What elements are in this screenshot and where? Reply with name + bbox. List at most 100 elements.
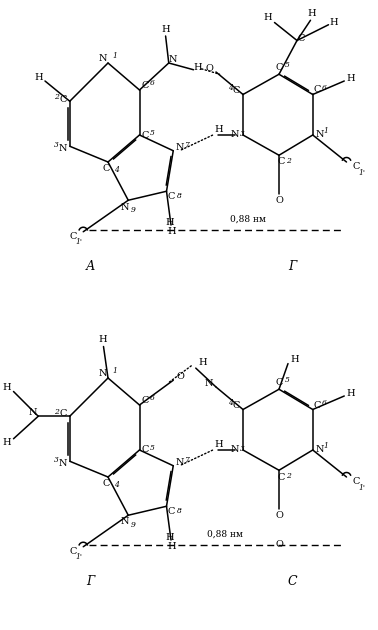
Text: 9: 9 <box>131 521 136 529</box>
Text: 3: 3 <box>54 456 59 464</box>
Text: H: H <box>263 13 272 23</box>
Text: C: C <box>275 378 283 387</box>
Text: 2: 2 <box>54 408 59 416</box>
Text: C: C <box>167 192 175 201</box>
Text: 1: 1 <box>112 52 117 60</box>
Text: 7: 7 <box>184 141 189 149</box>
Text: N: N <box>315 130 324 139</box>
Text: А: А <box>85 260 95 273</box>
Text: C: C <box>298 34 305 43</box>
Text: O: O <box>176 372 184 381</box>
Text: С: С <box>288 575 297 588</box>
Text: H: H <box>198 358 207 367</box>
Text: 6: 6 <box>150 394 155 402</box>
Text: 5: 5 <box>150 129 155 137</box>
Text: 9: 9 <box>131 206 136 214</box>
Text: C: C <box>277 158 285 166</box>
Text: 1: 1 <box>112 367 117 375</box>
Text: 1': 1' <box>358 484 365 491</box>
Text: C: C <box>102 164 110 173</box>
Text: H: H <box>215 125 223 134</box>
Text: 8: 8 <box>177 507 181 515</box>
Text: 0,88 нм: 0,88 нм <box>207 529 243 539</box>
Text: N: N <box>205 379 214 388</box>
Text: H: H <box>34 73 43 82</box>
Text: H: H <box>330 18 338 27</box>
Text: H: H <box>166 218 174 227</box>
Text: 5: 5 <box>285 376 290 384</box>
Text: H: H <box>167 227 176 236</box>
Text: N: N <box>231 445 239 454</box>
Text: C: C <box>232 86 240 95</box>
Text: C: C <box>59 94 67 103</box>
Text: C: C <box>70 547 77 556</box>
Text: N: N <box>121 202 129 212</box>
Text: C: C <box>70 232 77 241</box>
Text: C: C <box>141 130 149 139</box>
Text: C: C <box>141 396 149 405</box>
Text: 3: 3 <box>54 141 59 149</box>
Text: N: N <box>121 517 129 527</box>
Text: H: H <box>194 63 202 72</box>
Text: C: C <box>314 86 321 94</box>
Text: 1: 1 <box>324 127 329 135</box>
Text: H: H <box>347 74 355 83</box>
Text: 8: 8 <box>177 192 181 200</box>
Text: 4: 4 <box>114 481 119 489</box>
Text: H: H <box>167 542 176 551</box>
Text: O: O <box>205 64 213 73</box>
Text: H: H <box>2 438 11 447</box>
Text: C: C <box>141 81 149 90</box>
Text: 1': 1' <box>358 169 365 176</box>
Text: Г: Г <box>86 575 94 588</box>
Text: 1': 1' <box>75 238 82 246</box>
Text: 2: 2 <box>54 93 59 101</box>
Text: 6: 6 <box>322 84 327 92</box>
Text: C: C <box>353 162 360 171</box>
Text: C: C <box>314 401 321 410</box>
Text: N: N <box>176 142 184 152</box>
Text: N: N <box>315 445 324 454</box>
Text: 4: 4 <box>228 84 233 92</box>
Text: H: H <box>2 384 11 392</box>
Text: 4: 4 <box>114 166 119 174</box>
Text: C: C <box>275 63 283 72</box>
Text: H: H <box>215 440 223 449</box>
Text: N: N <box>59 144 67 153</box>
Text: O: O <box>276 196 284 205</box>
Text: C: C <box>167 507 175 516</box>
Text: H: H <box>161 25 170 34</box>
Text: 0,88 нм: 0,88 нм <box>229 214 265 224</box>
Text: C: C <box>141 445 149 454</box>
Text: 2: 2 <box>285 472 290 479</box>
Text: 5: 5 <box>150 444 155 452</box>
Text: N: N <box>168 55 177 64</box>
Text: 4: 4 <box>228 399 233 407</box>
Text: N: N <box>231 130 239 139</box>
Text: H: H <box>98 335 107 344</box>
Text: N: N <box>176 457 184 467</box>
Text: H: H <box>166 533 174 542</box>
Text: 5: 5 <box>285 61 290 69</box>
Text: N: N <box>98 54 107 63</box>
Text: N: N <box>98 369 107 378</box>
Text: O: O <box>275 540 283 549</box>
Text: N: N <box>29 408 37 417</box>
Text: H: H <box>347 389 355 398</box>
Text: H: H <box>307 9 316 18</box>
Text: 1': 1' <box>75 553 82 561</box>
Text: H: H <box>290 355 299 365</box>
Text: N: N <box>59 459 67 468</box>
Text: Г: Г <box>288 260 297 273</box>
Text: 6: 6 <box>322 399 327 407</box>
Text: 2: 2 <box>285 157 290 164</box>
Text: 7: 7 <box>184 456 189 464</box>
Text: C: C <box>232 401 240 410</box>
Text: 6: 6 <box>150 79 155 87</box>
Text: C: C <box>102 479 110 488</box>
Text: C: C <box>59 410 67 418</box>
Text: 3: 3 <box>240 445 245 453</box>
Text: O: O <box>276 511 284 520</box>
Text: 3: 3 <box>240 130 245 138</box>
Text: C: C <box>353 477 360 486</box>
